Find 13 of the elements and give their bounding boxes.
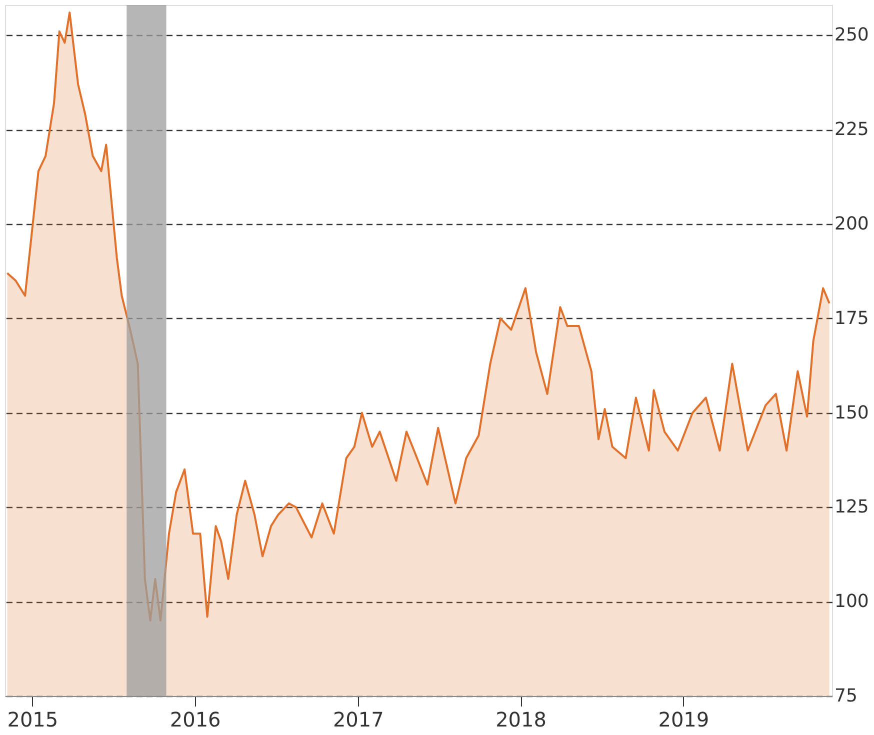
y-tick-label: 200	[834, 214, 869, 235]
x-tick-label: 2016	[170, 708, 221, 732]
y-tick-label: 75	[834, 686, 858, 706]
y-tick-label: 250	[834, 24, 869, 46]
y-tick-label: 125	[834, 496, 869, 518]
y-tick-label: 225	[834, 119, 869, 140]
y-tick-label: 175	[834, 308, 869, 329]
y-tick-label: 100	[834, 591, 869, 612]
x-tick-label: 2019	[658, 708, 710, 732]
x-tick-label: 2018	[496, 708, 546, 732]
x-tick-label: 2015	[7, 708, 58, 732]
y-tick-label: 150	[834, 402, 869, 424]
x-tick-label: 2017	[332, 708, 384, 732]
